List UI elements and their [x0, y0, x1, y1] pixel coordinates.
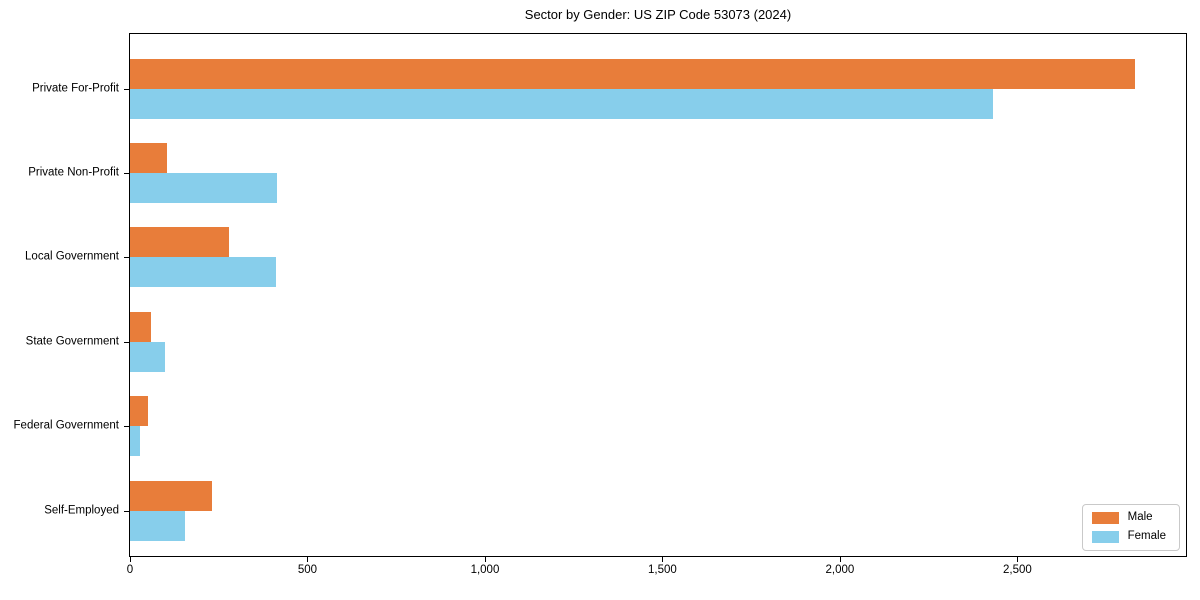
y-tick	[124, 257, 130, 259]
y-tick	[124, 510, 130, 512]
x-tick	[1017, 556, 1019, 562]
male-bar	[130, 227, 230, 258]
male-swatch	[1091, 512, 1119, 524]
y-axis: Private For-Profit Private Non-Profit Loca…	[14, 34, 1186, 556]
legend-label-male: Male	[1127, 511, 1153, 524]
bars-layer	[130, 34, 1186, 556]
male-bar	[130, 142, 168, 173]
male-bar	[130, 311, 152, 342]
y-tick	[124, 88, 130, 90]
x-tick	[130, 556, 131, 562]
x-tick	[839, 556, 841, 562]
x-tick-label: 2,000	[825, 564, 855, 576]
female-bar	[130, 341, 166, 372]
x-tick-label: 1,500	[648, 564, 677, 576]
y-tick-label: Private Non-Profit	[28, 166, 119, 179]
x-tick-label: 1,000	[470, 564, 500, 576]
legend-label-female: Female	[1127, 530, 1166, 543]
y-tick-label: Private For-Profit	[32, 81, 119, 94]
x-tick	[307, 556, 309, 562]
y-tick	[124, 341, 130, 343]
female-bar	[130, 510, 186, 541]
chart-title: Sector by Gender: US ZIP Code 53073 (202…	[524, 7, 792, 22]
female-swatch	[1091, 531, 1119, 543]
legend-item-female: Female	[1091, 530, 1166, 543]
x-axis: 0 500 1,000 1,500 2,000 2,500	[127, 34, 1186, 576]
male-bar	[130, 58, 1135, 89]
y-tick	[124, 172, 130, 174]
y-tick-label: Local Government	[25, 250, 119, 263]
female-bar	[130, 426, 140, 457]
legend-item-male: Male	[1091, 511, 1166, 524]
x-tick-label: 0	[126, 564, 134, 576]
y-tick	[124, 426, 130, 428]
y-tick-label: Self-Employed	[44, 503, 119, 516]
x-tick-label: 500	[297, 564, 318, 576]
plot-area: Private For-Profit Private Non-Profit Loca…	[14, 33, 1187, 576]
y-tick-label: Federal Government	[13, 419, 119, 432]
y-tick-label: State Government	[25, 334, 119, 347]
female-bar	[130, 88, 993, 119]
x-tick	[662, 556, 664, 562]
male-bar	[130, 396, 148, 427]
legend: Male Female	[1081, 504, 1180, 551]
male-bar	[130, 480, 212, 511]
female-bar	[130, 172, 278, 203]
x-tick	[484, 556, 486, 562]
x-tick-label: 2,500	[1003, 564, 1032, 576]
female-bar	[130, 257, 276, 288]
